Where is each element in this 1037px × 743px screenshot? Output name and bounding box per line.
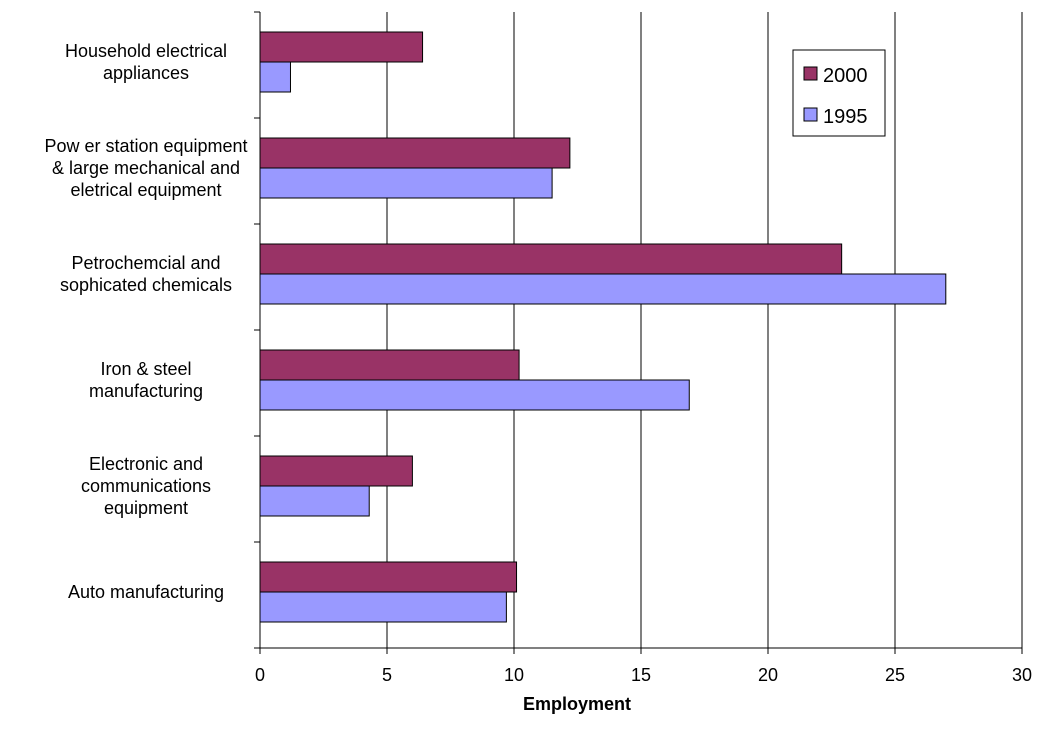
bar-1995 xyxy=(259,273,947,305)
gridlines xyxy=(386,12,1023,648)
category-label: manufacturing xyxy=(89,381,203,401)
bar-2000 xyxy=(259,31,424,63)
legend-label-2000: 2000 xyxy=(823,65,868,87)
category-label: eletrical equipment xyxy=(70,180,221,200)
bar-1995 xyxy=(259,61,291,93)
bar-2000 xyxy=(259,455,413,487)
legend-swatch-1995 xyxy=(803,107,818,122)
x-tick-label: 0 xyxy=(255,665,265,685)
category-label: Pow er station equipment xyxy=(44,136,247,156)
x-tick-label: 5 xyxy=(382,665,392,685)
tick-labels: 0 5 10 15 20 25 30 xyxy=(255,665,1032,685)
legend-label-1995: 1995 xyxy=(823,106,868,128)
bar-1995 xyxy=(259,379,690,411)
bar-1995 xyxy=(259,167,553,199)
x-tick-label: 10 xyxy=(504,665,524,685)
category-label: & large mechanical and xyxy=(52,158,240,178)
x-tick-label: 30 xyxy=(1012,665,1032,685)
x-tick-label: 15 xyxy=(631,665,651,685)
category-label: Electronic and xyxy=(89,454,203,474)
x-tick-label: 20 xyxy=(758,665,778,685)
category-label: Petrochemcial and xyxy=(71,253,220,273)
bars xyxy=(259,31,947,623)
legend-swatch-2000 xyxy=(803,66,818,81)
legend-box xyxy=(792,49,886,137)
category-label: Household electrical xyxy=(65,41,227,61)
bar-2000 xyxy=(259,349,520,381)
category-label: equipment xyxy=(104,498,188,518)
category-label: sophicated chemicals xyxy=(60,275,232,295)
x-tick-label: 25 xyxy=(885,665,905,685)
category-label: communications xyxy=(81,476,211,496)
category-label: appliances xyxy=(103,63,189,83)
category-label: Auto manufacturing xyxy=(68,582,224,602)
legend: 2000 1995 xyxy=(792,49,886,137)
category-label: Iron & steel xyxy=(100,359,191,379)
bar-1995 xyxy=(259,591,507,623)
bar-2000 xyxy=(259,137,571,169)
bar-2000 xyxy=(259,243,843,275)
x-axis-title: Employment xyxy=(523,694,631,714)
bar-1995 xyxy=(259,485,370,517)
axes xyxy=(254,11,1023,654)
bar-2000 xyxy=(259,561,518,593)
